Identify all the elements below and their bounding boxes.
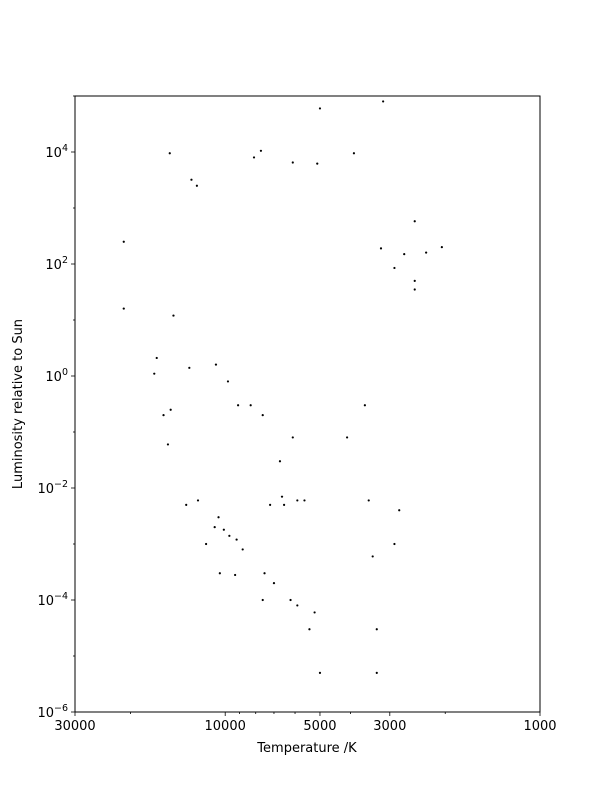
plot-frame xyxy=(74,95,541,713)
data-point xyxy=(425,251,428,254)
y-axis: 10−6 10−4 10−2 100 102 104 xyxy=(37,95,75,721)
data-point xyxy=(226,380,230,383)
data-point xyxy=(218,572,221,575)
y-tick-label: 100 xyxy=(45,367,68,385)
data-point xyxy=(172,314,175,317)
data-point xyxy=(195,184,198,187)
data-point xyxy=(249,404,252,407)
y-tick-label: 10−6 xyxy=(37,703,68,721)
y-tick-label: 102 xyxy=(45,255,68,273)
data-point xyxy=(278,460,282,463)
data-point xyxy=(440,246,443,249)
data-point xyxy=(289,598,292,602)
data-point xyxy=(303,499,306,502)
data-point xyxy=(316,162,319,165)
data-point xyxy=(214,363,218,366)
data-point xyxy=(280,495,284,498)
data-point xyxy=(282,503,286,506)
data-point xyxy=(228,534,231,537)
x-axis: 30000 10000 5000 3000 1000 xyxy=(54,712,557,734)
data-point xyxy=(190,178,193,181)
data-point xyxy=(313,611,316,614)
y-tick-label: 104 xyxy=(45,143,68,161)
data-point xyxy=(204,542,208,546)
data-point xyxy=(308,628,311,631)
data-point xyxy=(217,516,220,519)
data-point xyxy=(261,598,264,602)
data-point xyxy=(291,436,294,439)
data-point xyxy=(166,443,170,446)
data-point xyxy=(272,582,276,585)
x-tick-label: 1000 xyxy=(523,719,556,734)
data-point xyxy=(235,538,238,541)
data-point xyxy=(413,279,416,282)
data-point xyxy=(318,671,322,674)
x-tick-label: 30000 xyxy=(54,719,95,734)
data-point xyxy=(393,542,396,546)
data-point xyxy=(403,253,406,256)
data-point xyxy=(168,152,171,155)
data-point xyxy=(188,366,191,369)
data-point xyxy=(196,499,200,502)
x-axis-label: Temperature /K xyxy=(256,741,357,756)
data-point xyxy=(162,414,165,417)
data-point xyxy=(234,573,237,577)
data-point xyxy=(296,604,299,607)
data-point xyxy=(259,149,263,152)
data-point xyxy=(371,555,374,558)
x-tick-label: 5000 xyxy=(303,719,336,734)
data-point xyxy=(296,499,299,502)
data-point xyxy=(413,288,416,291)
y-tick-label: 10−2 xyxy=(37,479,68,497)
data-point xyxy=(185,503,188,506)
data-point xyxy=(398,509,401,512)
data-point xyxy=(236,404,240,407)
scatter-points xyxy=(122,100,443,674)
data-point xyxy=(363,404,366,407)
data-point xyxy=(375,671,378,674)
x-tick-label: 10000 xyxy=(205,719,246,734)
y-axis-label: Luminosity relative to Sun xyxy=(11,319,26,489)
data-point xyxy=(169,408,172,411)
data-point xyxy=(261,414,264,417)
data-point xyxy=(213,526,216,529)
data-point xyxy=(379,247,383,250)
x-tick-label: 3000 xyxy=(373,719,406,734)
data-point xyxy=(155,356,158,360)
data-point xyxy=(375,628,378,631)
data-point xyxy=(122,240,125,243)
data-point xyxy=(291,161,294,164)
data-point xyxy=(367,499,370,502)
data-point xyxy=(153,372,156,375)
data-point xyxy=(382,100,385,103)
data-point xyxy=(241,548,244,551)
data-point xyxy=(345,436,349,439)
data-point xyxy=(122,307,125,310)
data-point xyxy=(413,220,416,223)
data-point xyxy=(269,503,272,506)
data-point xyxy=(252,156,256,159)
data-point xyxy=(263,572,266,575)
data-point xyxy=(352,152,356,155)
data-point xyxy=(318,107,322,110)
data-point xyxy=(222,528,225,531)
data-point xyxy=(393,266,396,270)
y-tick-label: 10−4 xyxy=(37,591,68,609)
